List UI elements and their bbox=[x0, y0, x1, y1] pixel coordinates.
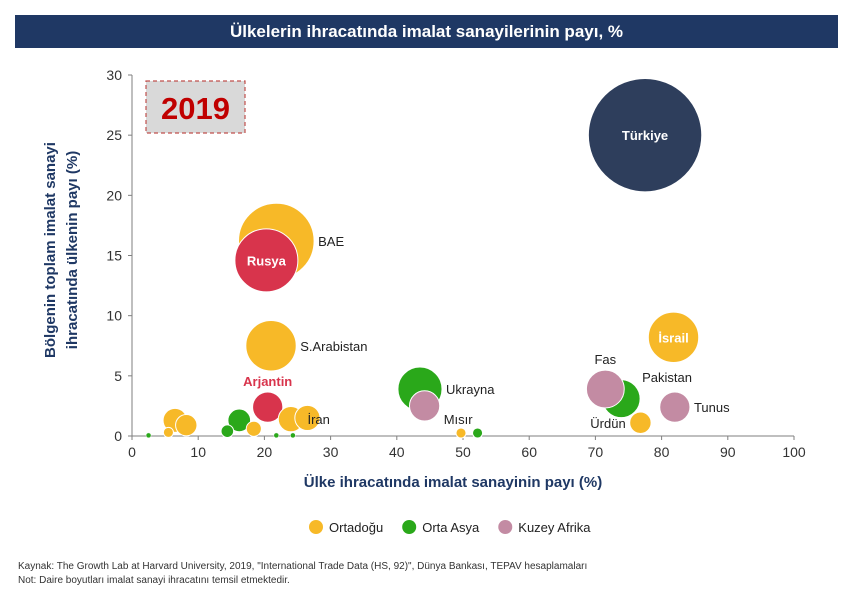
bubble-ürdün bbox=[629, 411, 652, 434]
label-i-srail: İsrail bbox=[658, 330, 688, 345]
x-tick-label: 70 bbox=[588, 444, 604, 460]
label-tunus: Tunus bbox=[694, 400, 730, 415]
label-s-arabistan: S.Arabistan bbox=[300, 339, 367, 354]
y-tick-label: 25 bbox=[106, 127, 122, 143]
bubble-unlabeled bbox=[455, 427, 467, 439]
chart-title-bar: Ülkelerin ihracatında imalat sanayilerin… bbox=[15, 15, 838, 48]
bubble-türkiye bbox=[587, 77, 703, 193]
y-tick-label: 5 bbox=[114, 368, 122, 384]
bubble-unlabeled bbox=[273, 432, 280, 439]
bubble-unlabeled bbox=[290, 432, 296, 439]
bubble-unlabeled bbox=[472, 427, 484, 439]
bubble-unlabeled bbox=[227, 408, 252, 433]
label-i-ran: İran bbox=[307, 412, 329, 427]
label-bae: BAE bbox=[318, 234, 344, 249]
x-tick-label: 50 bbox=[455, 444, 471, 460]
bubble-unlabeled bbox=[245, 420, 262, 437]
label-rusya: Rusya bbox=[247, 253, 287, 268]
x-tick-label: 40 bbox=[389, 444, 405, 460]
bubble-unlabeled bbox=[175, 413, 198, 437]
x-tick-label: 100 bbox=[782, 444, 806, 460]
x-tick-label: 90 bbox=[720, 444, 736, 460]
size-note: Not: Daire boyutları imalat sanayi ihrac… bbox=[18, 575, 290, 586]
y-tick-label: 30 bbox=[106, 67, 122, 83]
legend-label-north-africa: Kuzey Afrika bbox=[518, 520, 591, 535]
y-axis-title-line-2: ihracatında ülkenin payı (%) bbox=[64, 151, 81, 349]
label-ukrayna: Ukrayna bbox=[446, 382, 495, 397]
x-axis-title: Ülke ihracatında imalat sanayinin payı (… bbox=[304, 474, 602, 491]
y-tick-label: 20 bbox=[106, 187, 122, 203]
y-tick-label: 10 bbox=[106, 308, 122, 324]
y-tick-label: 0 bbox=[114, 428, 122, 444]
label-arjantin: Arjantin bbox=[243, 374, 292, 389]
x-tick-label: 30 bbox=[323, 444, 339, 460]
bubble-unlabeled bbox=[220, 424, 235, 438]
label-mısır: Mısır bbox=[444, 412, 474, 427]
x-tick-label: 20 bbox=[257, 444, 273, 460]
label-ürdün: Ürdün bbox=[590, 416, 625, 431]
bubble-i-srail bbox=[647, 311, 700, 364]
bubble-fas bbox=[585, 369, 625, 409]
year-badge: 2019 bbox=[161, 91, 230, 126]
year-badge-box bbox=[145, 80, 246, 134]
label-türkiye: Türkiye bbox=[622, 128, 668, 143]
bubble-unlabeled bbox=[294, 404, 321, 432]
x-tick-label: 80 bbox=[654, 444, 670, 460]
bubble-unlabeled bbox=[162, 426, 174, 438]
label-pakistan: Pakistan bbox=[642, 370, 692, 385]
source-note: Kaynak: The Growth Lab at Harvard Univer… bbox=[18, 561, 588, 572]
bubble-unlabeled bbox=[145, 432, 152, 439]
bubble-s-arabistan bbox=[245, 320, 297, 372]
x-tick-label: 0 bbox=[128, 444, 136, 460]
x-tick-label: 10 bbox=[190, 444, 206, 460]
label-fas: Fas bbox=[594, 352, 616, 367]
legend-marker-north-africa bbox=[498, 520, 513, 534]
y-tick-label: 15 bbox=[106, 248, 122, 264]
legend-marker-central-asia bbox=[402, 520, 417, 534]
legend-label-middle-east: Ortadoğu bbox=[329, 520, 383, 535]
legend-marker-middle-east bbox=[309, 520, 323, 534]
legend-label-central-asia: Orta Asya bbox=[422, 520, 480, 535]
y-axis-title-line-1: Bölgenin toplam imalat sanayi bbox=[42, 142, 59, 358]
chart-title: Ülkelerin ihracatında imalat sanayilerin… bbox=[229, 21, 624, 41]
bubble-tunus bbox=[659, 391, 691, 423]
bubble-chart: 0 10 20 30 40 50 60 70 80 90 100 0 5 10 15 20 25 30 Ülke i… bbox=[42, 67, 806, 535]
bubble-arjantin bbox=[252, 391, 284, 423]
bubble-mısır bbox=[408, 390, 441, 422]
bubble-rusya bbox=[234, 228, 299, 293]
x-tick-label: 60 bbox=[521, 444, 537, 460]
